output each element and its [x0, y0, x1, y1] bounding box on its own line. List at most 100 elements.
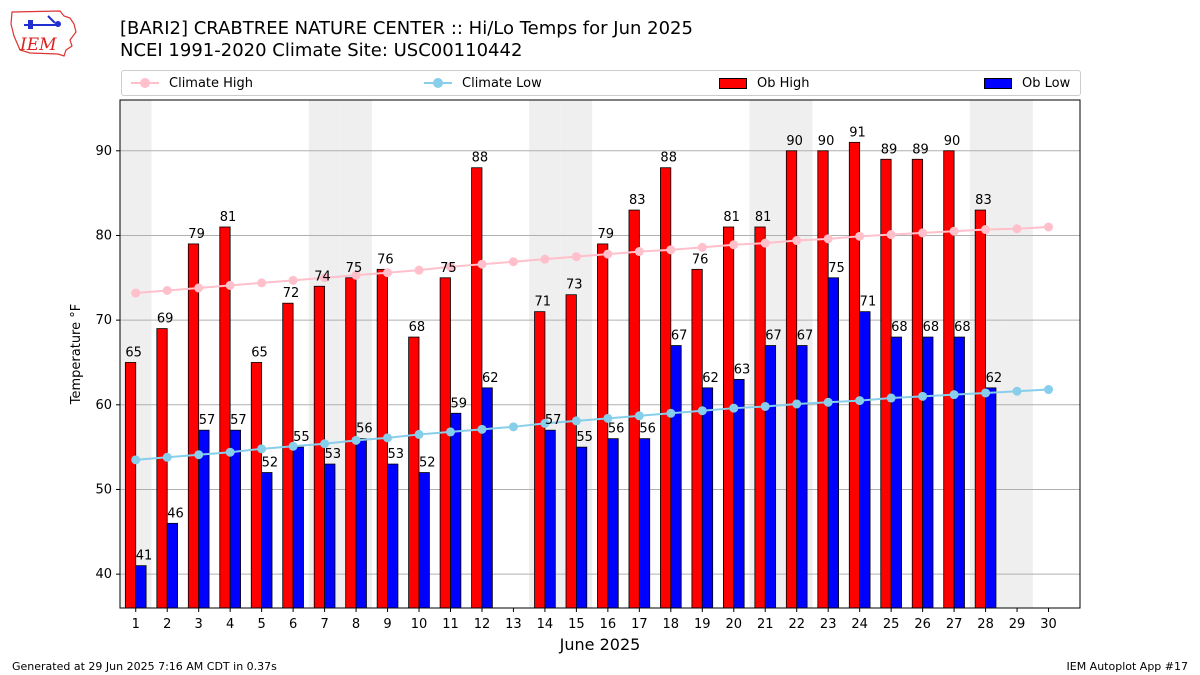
- ob-low-bar: [764, 345, 777, 609]
- x-tick-label: 16: [600, 617, 617, 632]
- x-tick-label: 12: [474, 617, 491, 632]
- ob-high-bar: [817, 150, 829, 609]
- climate-low-point: [414, 429, 424, 439]
- climate-low-line: [135, 388, 1049, 461]
- app-id: IEM Autoplot App #17: [1066, 660, 1189, 673]
- legend-label: Ob Low: [1022, 75, 1071, 91]
- x-tick-label: 27: [946, 617, 963, 632]
- x-tick-label: 13: [505, 617, 522, 632]
- climate-low-point: [540, 418, 550, 428]
- climate-high-point: [351, 270, 361, 280]
- ob-low-bar: [890, 336, 902, 609]
- y-tick-label: 70: [95, 313, 112, 328]
- legend-item-climate-high: Climate High: [131, 71, 253, 95]
- ob-high-label: 72: [283, 286, 300, 301]
- ob-low-bar: [638, 438, 651, 609]
- ob-high-bar: [313, 285, 325, 609]
- ob-high-label: 81: [220, 210, 237, 225]
- weekend-shade: [340, 100, 372, 608]
- climate-low-point: [760, 401, 770, 411]
- ob-high-bar: [691, 268, 703, 609]
- ob-high-bar: [250, 362, 263, 609]
- climate-high-point: [981, 225, 991, 235]
- chart-subtitle: NCEI 1991-2020 Climate Site: USC00110442: [120, 40, 523, 61]
- legend-swatch: [984, 77, 1012, 89]
- generated-timestamp: Generated at 29 Jun 2025 7:16 AM CDT in …: [12, 660, 277, 673]
- climate-high-point: [918, 228, 928, 238]
- ob-high-label: 74: [314, 269, 331, 284]
- ob-high-bar: [471, 167, 483, 609]
- ob-low-label: 67: [765, 329, 782, 344]
- legend-label: Climate Low: [462, 75, 542, 91]
- ob-low-label: 57: [545, 413, 562, 428]
- climate-high-line: [135, 226, 1049, 295]
- ob-low-label: 71: [860, 295, 877, 310]
- ob-low-bar: [418, 472, 430, 609]
- climate-low-point: [320, 439, 330, 449]
- ob-low-label: 53: [325, 447, 342, 462]
- ob-low-label: 57: [199, 413, 216, 428]
- climate-high-point: [225, 280, 235, 290]
- weekend-shade: [529, 100, 561, 608]
- chart-title: [BARI2] CRABTREE NATURE CENTER :: Hi/Lo …: [120, 18, 693, 39]
- ob-high-bar: [282, 302, 294, 609]
- legend-item-ob-high: Ob High: [719, 71, 810, 95]
- legend-label: Climate High: [169, 75, 254, 91]
- climate-low-point: [508, 422, 518, 432]
- climate-low-point: [792, 399, 802, 409]
- ob-low-label: 46: [167, 506, 184, 521]
- ob-low-label: 63: [734, 362, 751, 377]
- climate-high-point: [792, 236, 802, 246]
- ob-low-label: 62: [986, 371, 1003, 386]
- x-tick-label: 17: [631, 617, 648, 632]
- climate-high-point: [131, 288, 141, 298]
- x-tick-label: 6: [289, 617, 297, 632]
- ob-high-label: 89: [881, 142, 898, 157]
- ob-high-bar: [187, 243, 200, 609]
- ob-high-label: 81: [755, 210, 772, 225]
- x-tick-label: 3: [195, 617, 203, 632]
- ob-high-label: 75: [346, 261, 363, 276]
- x-tick-label: 18: [663, 617, 680, 632]
- x-tick-label: 26: [914, 617, 931, 632]
- legend-label: Ob High: [757, 75, 810, 91]
- y-tick-label: 40: [95, 567, 112, 582]
- y-tick-label: 90: [95, 144, 112, 159]
- ob-high-label: 76: [692, 252, 709, 267]
- climate-low-point: [571, 416, 581, 426]
- ob-low-label: 62: [482, 371, 499, 386]
- iem-logo: IEM: [10, 10, 77, 57]
- climate-high-point: [414, 265, 424, 275]
- ob-high-label: 83: [629, 193, 646, 208]
- climate-low-point: [477, 424, 487, 434]
- climate-high-point: [194, 283, 204, 293]
- legend-swatch: [131, 78, 159, 88]
- chart-legend: Climate High Climate Low Ob High Ob Low: [121, 70, 1081, 96]
- x-tick-label: 25: [883, 617, 900, 632]
- ob-low-label: 56: [608, 422, 625, 437]
- climate-low-point: [225, 447, 235, 457]
- climate-low-point: [383, 433, 393, 443]
- climate-high-point: [729, 240, 739, 250]
- climate-low-point: [1044, 385, 1054, 395]
- ob-high-bar: [124, 362, 137, 609]
- y-axis-label: Temperature °F: [69, 304, 84, 405]
- climate-low-point: [981, 388, 991, 398]
- ob-high-bar: [376, 268, 388, 609]
- climate-high-point: [603, 249, 613, 259]
- climate-high-point: [540, 254, 550, 264]
- climate-high-point: [1012, 224, 1022, 234]
- ob-high-bar: [785, 150, 798, 609]
- ob-high-label: 79: [597, 227, 614, 242]
- ob-low-label: 67: [671, 329, 688, 344]
- ob-low-bar: [261, 472, 273, 609]
- x-tick-label: 4: [226, 617, 234, 632]
- climate-low-point: [1012, 386, 1022, 396]
- x-tick-label: 10: [411, 617, 428, 632]
- ob-low-label: 59: [450, 396, 467, 411]
- climate-high-point: [445, 262, 455, 272]
- ob-low-label: 57: [230, 413, 247, 428]
- ob-high-label: 88: [660, 151, 677, 166]
- x-tick-label: 19: [694, 617, 711, 632]
- ob-high-bar: [219, 226, 231, 609]
